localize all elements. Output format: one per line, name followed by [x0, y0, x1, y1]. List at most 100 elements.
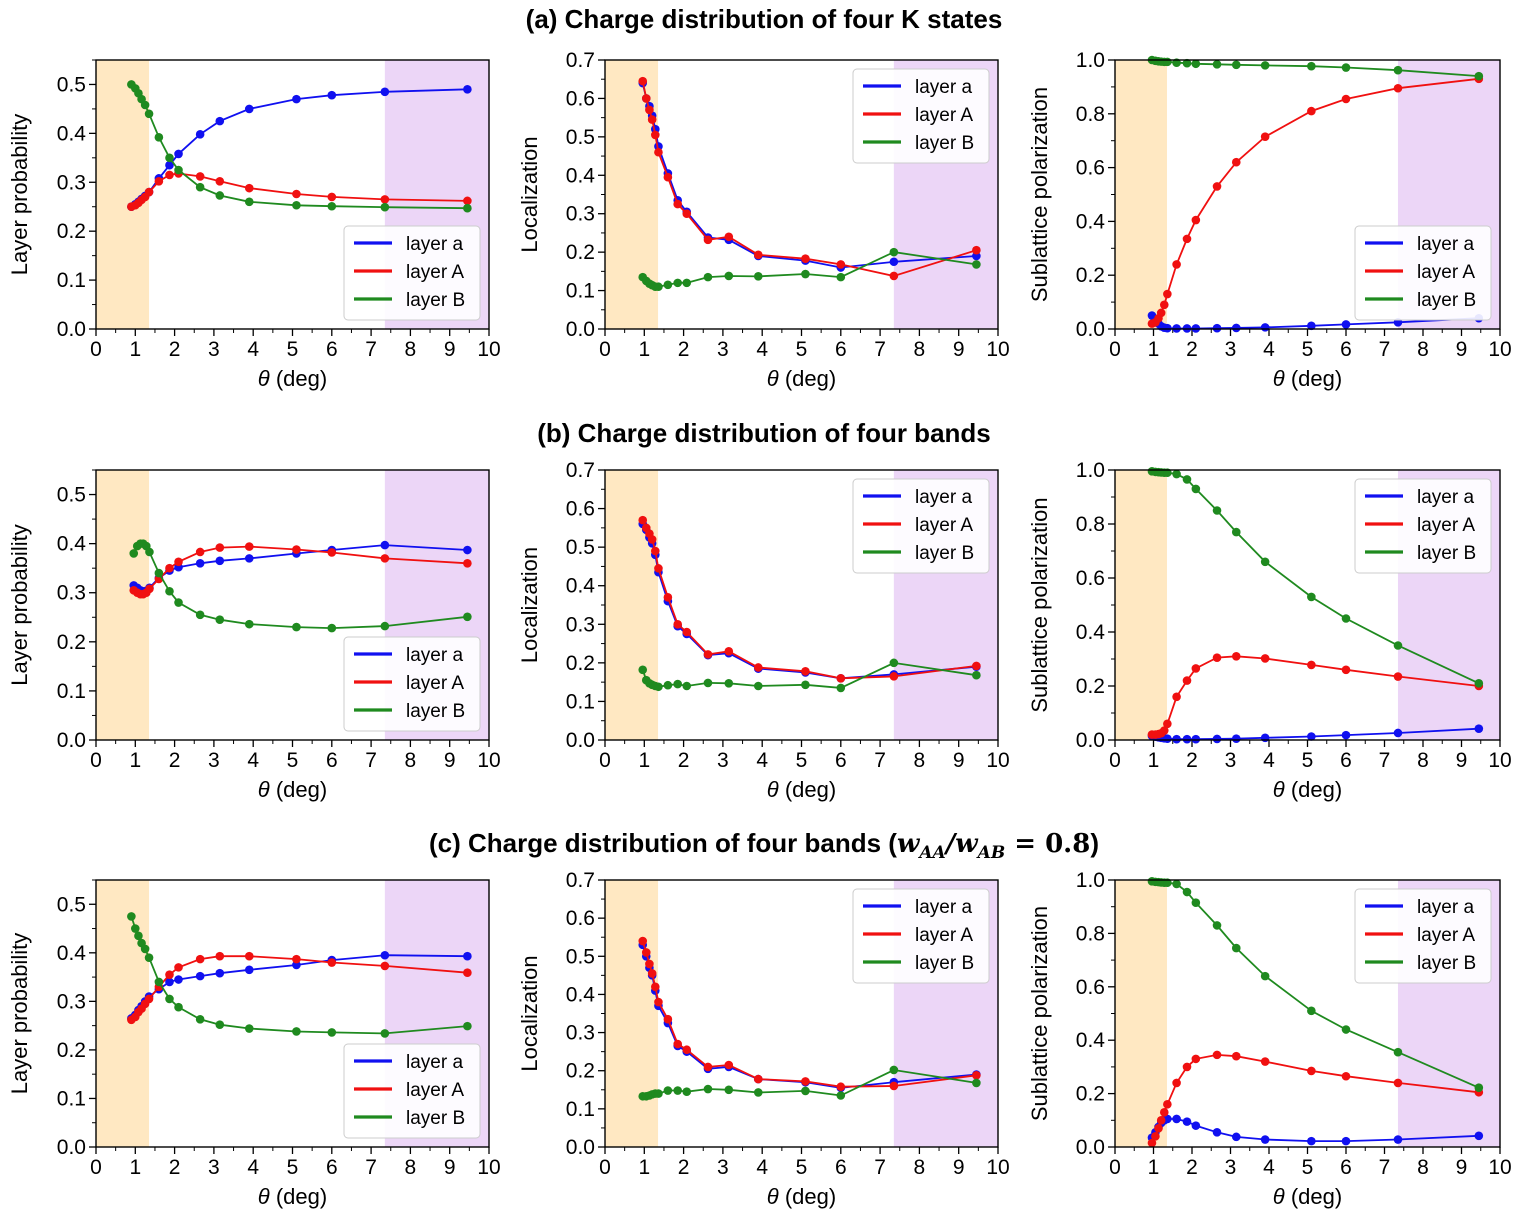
x-tick-label: 7	[365, 1156, 377, 1179]
data-point	[673, 199, 683, 209]
y-axis-label: Localization	[517, 136, 542, 252]
data-point	[165, 994, 174, 1004]
chart-panel-4: 0 1 2 3 4 5 6 7 8 9 10 0.0 0.1 0.2 0.3 0.4 0.5 0.6 0.7 θ (d…	[517, 459, 1010, 802]
legend-label: layer A	[915, 925, 973, 946]
data-point	[1341, 63, 1351, 72]
legend-label: layer B	[406, 290, 465, 311]
data-point	[1212, 734, 1222, 744]
legend-label: layer A	[406, 1080, 464, 1101]
legend: layer a layer A layer B	[343, 1043, 481, 1139]
data-point	[380, 961, 390, 971]
data-point	[244, 554, 254, 563]
data-point	[703, 678, 713, 688]
legend-label: layer a	[406, 234, 463, 255]
data-point	[195, 1015, 205, 1024]
x-tick-label: 6	[1340, 338, 1352, 361]
data-point	[1172, 734, 1181, 744]
x-tick-label: 4	[247, 338, 259, 361]
y-axis-label: Sublattice polarization	[1027, 906, 1052, 1121]
data-point	[244, 965, 254, 975]
data-point	[1191, 215, 1201, 225]
data-point	[174, 975, 183, 984]
y-tick-label: 0.4	[1076, 1029, 1106, 1052]
y-tick-label: 0.0	[57, 729, 86, 752]
data-point	[1307, 732, 1316, 741]
x-tick-label: 6	[326, 749, 338, 772]
data-point	[1341, 1025, 1351, 1034]
data-point	[682, 1087, 692, 1096]
data-point	[663, 1014, 673, 1024]
data-point	[1307, 1066, 1316, 1076]
x-tick-label: 7	[365, 338, 377, 361]
data-point	[463, 558, 472, 568]
data-point	[1260, 557, 1270, 567]
data-point	[134, 931, 143, 941]
x-tick-label: 3	[717, 1156, 729, 1179]
x-tick-label: 7	[874, 1156, 886, 1179]
data-point	[380, 87, 390, 97]
data-point	[1393, 83, 1403, 93]
legend: layer a layer A layer B	[1354, 888, 1492, 984]
data-point	[244, 619, 254, 629]
x-tick-label: 10	[477, 749, 500, 772]
x-tick-label: 1	[129, 338, 141, 361]
data-point	[753, 250, 763, 260]
y-tick-label: 0.5	[57, 73, 86, 96]
x-tick-label: 10	[1488, 338, 1511, 361]
data-point	[673, 1039, 683, 1049]
x-tick-label: 8	[405, 338, 417, 361]
chart-panel-7: 0 1 2 3 4 5 6 7 8 9 10 0.0 0.1 0.2 0.3 0.4 0.5 0.6 0.7 θ (d…	[517, 869, 1010, 1209]
data-point	[327, 623, 337, 633]
data-point	[215, 1020, 225, 1029]
y-tick-label: 0.6	[566, 907, 595, 930]
y-tick-label: 0.0	[566, 729, 595, 752]
legend-box	[852, 478, 990, 574]
x-tick-label: 4	[247, 1156, 259, 1179]
legend-label: layer A	[915, 515, 973, 536]
data-point	[1163, 719, 1172, 729]
x-tick-label: 2	[169, 1156, 181, 1179]
x-tick-label: 4	[247, 749, 259, 772]
x-tick-label: 5	[796, 1156, 808, 1179]
data-point	[836, 272, 846, 282]
x-tick-label: 7	[365, 749, 377, 772]
data-point	[1156, 1116, 1166, 1125]
x-tick-label: 6	[326, 1156, 338, 1179]
shade-region-left	[605, 470, 659, 740]
shade-region-left	[605, 880, 659, 1147]
data-point	[1159, 1107, 1169, 1117]
data-point	[1393, 1047, 1403, 1057]
y-tick-label: 0.4	[57, 942, 87, 965]
x-tick-label: 6	[1340, 749, 1352, 772]
data-point	[195, 954, 205, 964]
data-point	[663, 680, 673, 690]
data-point	[703, 650, 713, 659]
x-tick-label: 4	[1263, 338, 1275, 361]
data-point	[1260, 1135, 1270, 1144]
x-tick-label: 10	[1488, 1156, 1511, 1179]
legend-box	[1354, 225, 1492, 321]
data-point	[724, 1060, 734, 1070]
data-point	[165, 160, 174, 170]
legend-label: layer a	[915, 897, 972, 918]
x-tick-label: 3	[208, 749, 220, 772]
data-point	[889, 658, 899, 668]
data-point	[1172, 879, 1181, 889]
data-point	[1231, 1132, 1241, 1142]
x-tick-label: 5	[1302, 338, 1314, 361]
legend-label: layer A	[915, 105, 973, 126]
legend-box	[343, 636, 481, 732]
legend-label: layer B	[1417, 543, 1476, 564]
data-point	[1182, 234, 1192, 244]
data-point	[463, 951, 472, 961]
chart-panel-6: 0 1 2 3 4 5 6 7 8 9 10 0.0 0.1 0.2 0.3 0.4 0.5 θ (deg) Lay…	[7, 879, 501, 1209]
x-axis-label: θ (deg)	[767, 777, 836, 802]
data-point	[889, 271, 899, 281]
data-point	[140, 944, 150, 954]
x-tick-label: 8	[1417, 338, 1429, 361]
data-point	[651, 546, 660, 556]
data-point	[195, 558, 205, 568]
x-tick-label: 0	[1109, 338, 1121, 361]
plot-frame	[604, 879, 999, 1148]
plot-frame	[604, 469, 999, 741]
